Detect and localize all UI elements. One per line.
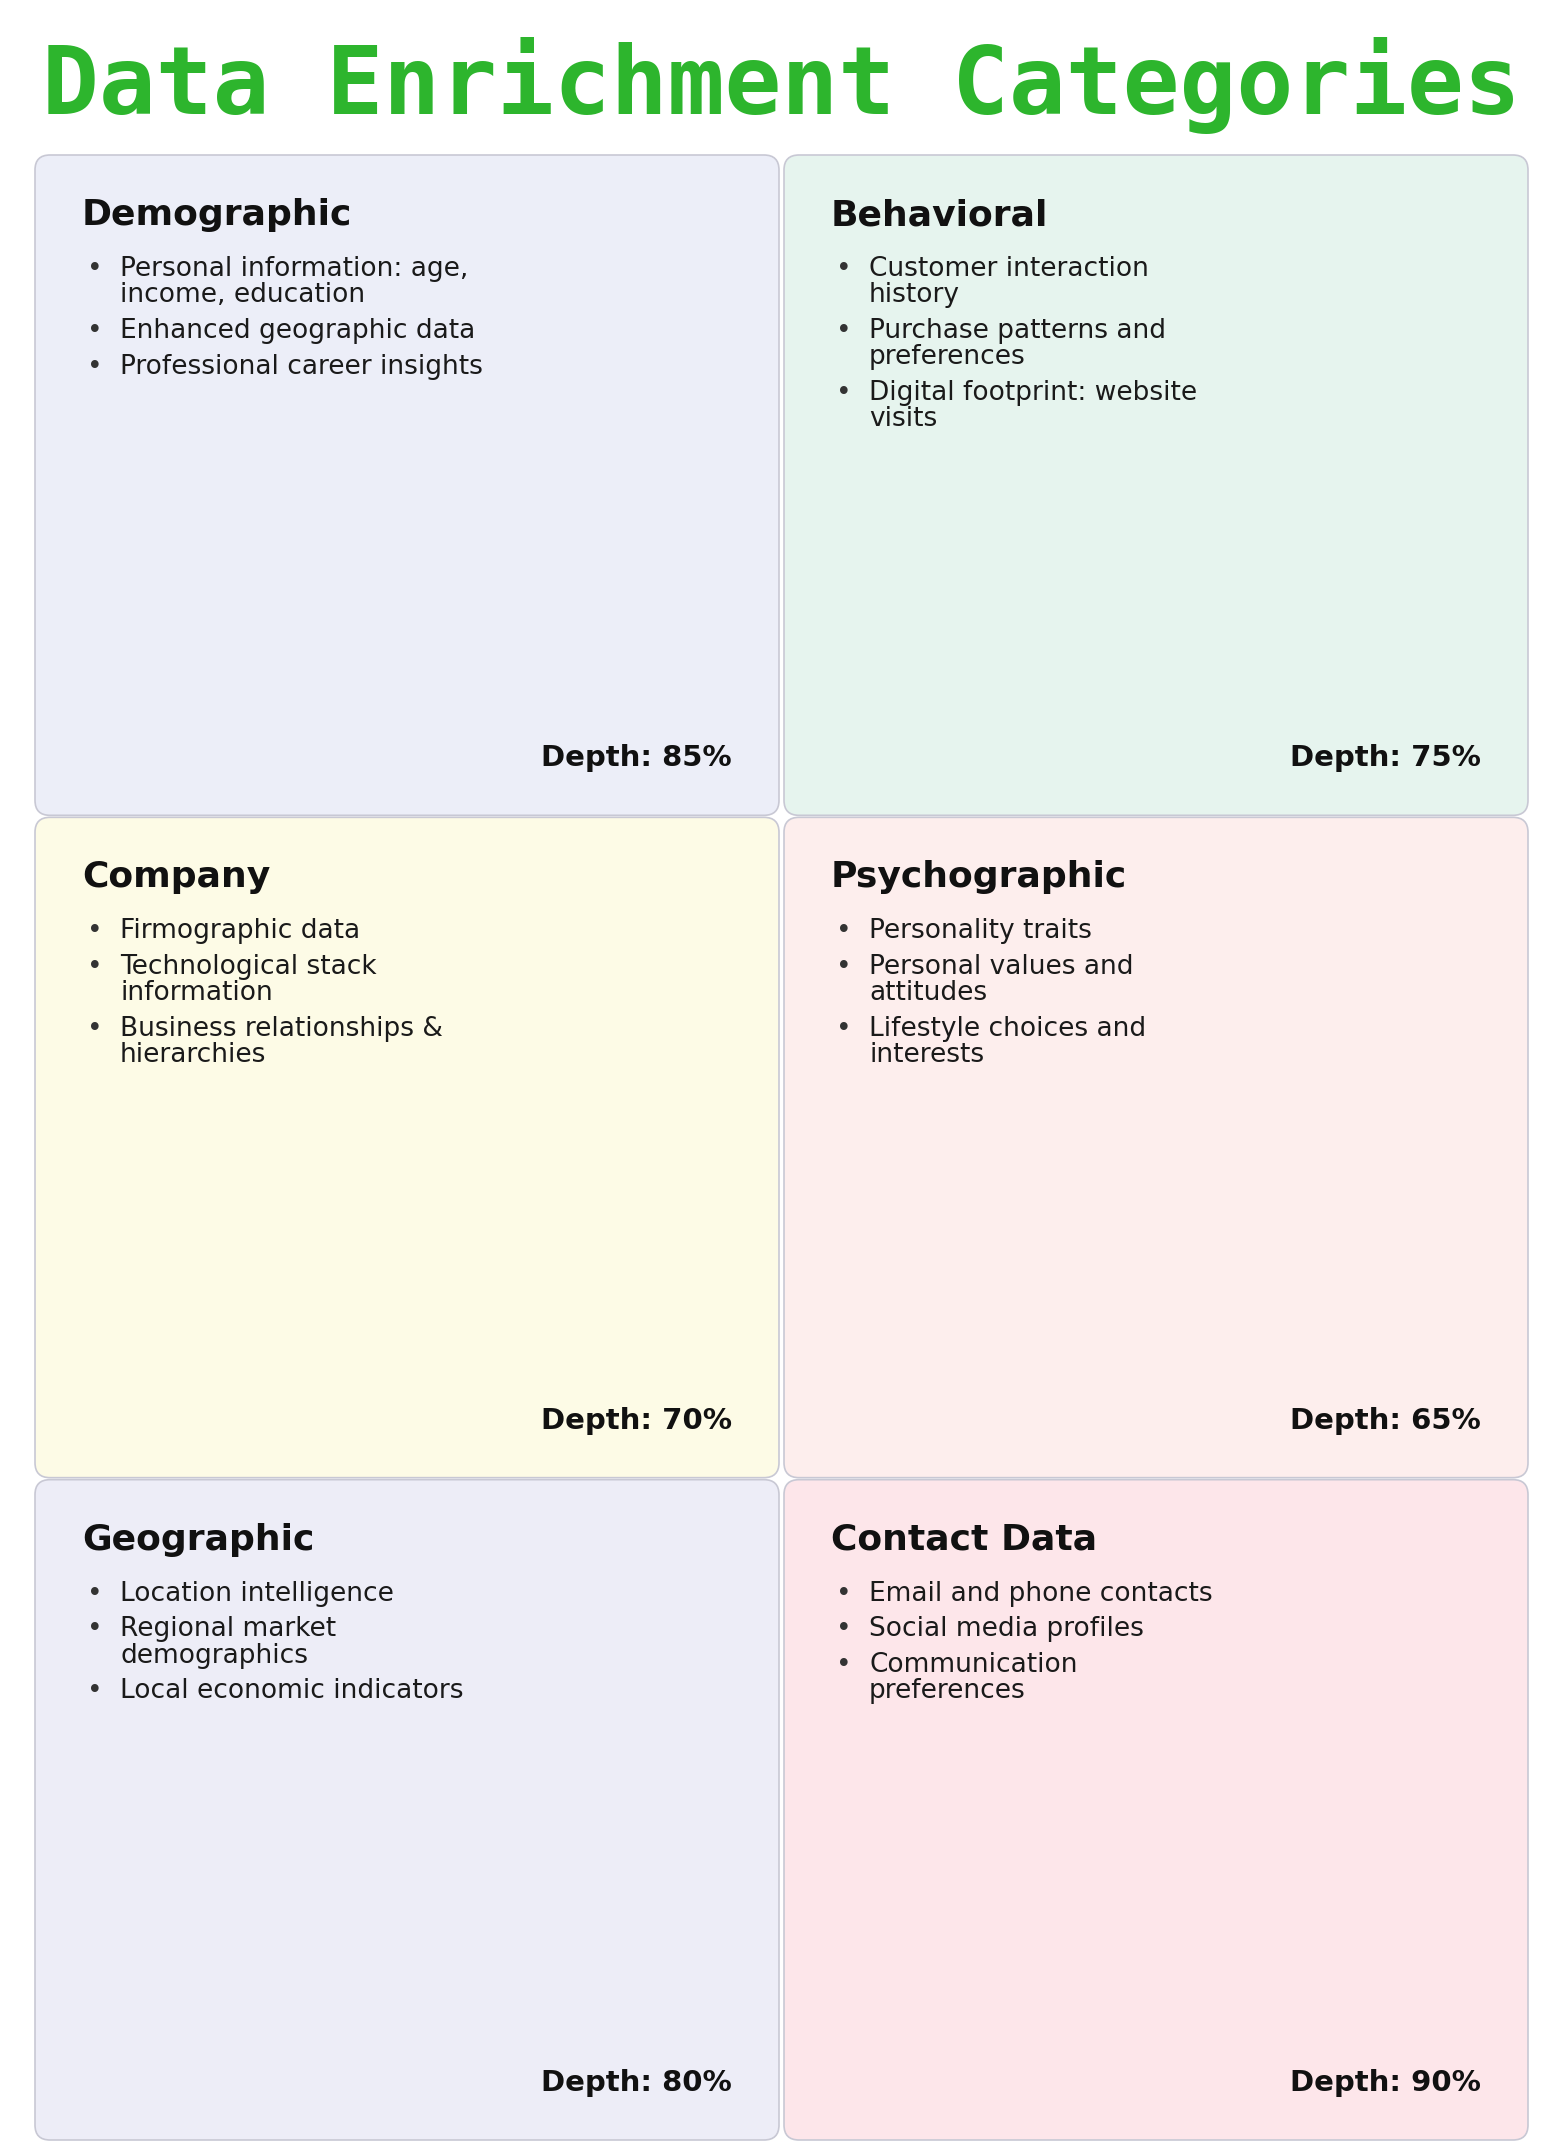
Text: Geographic: Geographic bbox=[81, 1524, 314, 1556]
Text: visits: visits bbox=[869, 407, 938, 433]
Text: •: • bbox=[836, 1015, 852, 1041]
Text: •: • bbox=[88, 1679, 103, 1705]
Text: attitudes: attitudes bbox=[869, 981, 988, 1006]
Text: •: • bbox=[836, 1580, 852, 1608]
Text: Depth: 80%: Depth: 80% bbox=[541, 2069, 731, 2097]
FancyBboxPatch shape bbox=[34, 155, 778, 815]
Text: Business relationships &: Business relationships & bbox=[120, 1015, 442, 1041]
Text: Professional career insights: Professional career insights bbox=[120, 353, 483, 379]
Text: Contact Data: Contact Data bbox=[832, 1524, 1097, 1556]
FancyBboxPatch shape bbox=[785, 817, 1529, 1478]
Text: Psychographic: Psychographic bbox=[832, 860, 1127, 894]
FancyBboxPatch shape bbox=[785, 155, 1529, 815]
Text: •: • bbox=[88, 319, 103, 345]
Text: •: • bbox=[836, 1651, 852, 1677]
Text: Social media profiles: Social media profiles bbox=[869, 1616, 1144, 1642]
Text: Local economic indicators: Local economic indicators bbox=[120, 1679, 464, 1705]
Text: demographics: demographics bbox=[120, 1642, 308, 1668]
Text: Customer interaction: Customer interaction bbox=[869, 256, 1149, 282]
Text: •: • bbox=[836, 918, 852, 944]
Text: preferences: preferences bbox=[869, 1679, 1025, 1705]
Text: history: history bbox=[869, 282, 960, 308]
Text: preferences: preferences bbox=[869, 345, 1025, 371]
Text: Data Enrichment Categories: Data Enrichment Categories bbox=[42, 37, 1521, 134]
Text: •: • bbox=[836, 319, 852, 345]
Text: •: • bbox=[836, 1616, 852, 1642]
Text: •: • bbox=[836, 379, 852, 405]
Text: interests: interests bbox=[869, 1043, 985, 1069]
Text: Regional market: Regional market bbox=[120, 1616, 336, 1642]
Text: Company: Company bbox=[81, 860, 270, 894]
Text: •: • bbox=[88, 1015, 103, 1041]
Text: Communication: Communication bbox=[869, 1651, 1077, 1677]
Text: Behavioral: Behavioral bbox=[832, 198, 1049, 233]
Text: information: information bbox=[120, 981, 274, 1006]
Text: Location intelligence: Location intelligence bbox=[120, 1580, 394, 1608]
FancyBboxPatch shape bbox=[34, 817, 778, 1478]
Text: Personality traits: Personality traits bbox=[869, 918, 1093, 944]
FancyBboxPatch shape bbox=[785, 1480, 1529, 2140]
Text: •: • bbox=[88, 1580, 103, 1608]
Text: Demographic: Demographic bbox=[81, 198, 352, 233]
Text: •: • bbox=[836, 955, 852, 981]
Text: hierarchies: hierarchies bbox=[120, 1043, 266, 1069]
Text: Purchase patterns and: Purchase patterns and bbox=[869, 319, 1166, 345]
Text: Personal information: age,: Personal information: age, bbox=[120, 256, 469, 282]
Text: •: • bbox=[88, 256, 103, 282]
Text: Technological stack: Technological stack bbox=[120, 955, 377, 981]
Text: •: • bbox=[836, 256, 852, 282]
Text: •: • bbox=[88, 353, 103, 379]
FancyBboxPatch shape bbox=[34, 1480, 778, 2140]
Text: Depth: 85%: Depth: 85% bbox=[541, 743, 731, 771]
Text: •: • bbox=[88, 955, 103, 981]
Text: Digital footprint: website: Digital footprint: website bbox=[869, 379, 1197, 405]
Text: •: • bbox=[88, 1616, 103, 1642]
Text: Personal values and: Personal values and bbox=[869, 955, 1133, 981]
Text: Email and phone contacts: Email and phone contacts bbox=[869, 1580, 1213, 1608]
Text: Depth: 75%: Depth: 75% bbox=[1289, 743, 1482, 771]
Text: Firmographic data: Firmographic data bbox=[120, 918, 359, 944]
Text: Lifestyle choices and: Lifestyle choices and bbox=[869, 1015, 1146, 1041]
Text: income, education: income, education bbox=[120, 282, 366, 308]
Text: Enhanced geographic data: Enhanced geographic data bbox=[120, 319, 475, 345]
Text: Depth: 70%: Depth: 70% bbox=[541, 1407, 731, 1435]
Text: •: • bbox=[88, 918, 103, 944]
Text: Depth: 65%: Depth: 65% bbox=[1289, 1407, 1482, 1435]
Text: Depth: 90%: Depth: 90% bbox=[1289, 2069, 1482, 2097]
